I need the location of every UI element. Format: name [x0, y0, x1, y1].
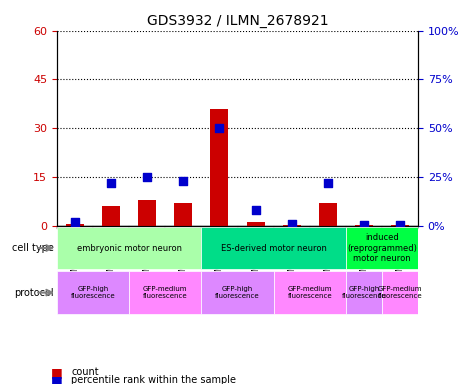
Point	[252, 207, 259, 213]
FancyBboxPatch shape	[201, 227, 346, 270]
Text: ■: ■	[51, 366, 63, 379]
Bar	[283, 225, 301, 226]
Text: protocol: protocol	[14, 288, 53, 298]
Bar	[319, 203, 337, 226]
FancyBboxPatch shape	[165, 226, 201, 229]
FancyBboxPatch shape	[238, 226, 274, 229]
Point	[396, 222, 404, 228]
FancyBboxPatch shape	[382, 226, 418, 229]
Bar	[210, 109, 228, 226]
FancyBboxPatch shape	[201, 226, 238, 229]
Point	[288, 221, 295, 227]
FancyBboxPatch shape	[57, 227, 201, 270]
Bar	[355, 225, 373, 226]
Bar	[66, 224, 84, 226]
Bar	[247, 222, 265, 226]
Point	[180, 178, 187, 184]
Point	[216, 125, 223, 131]
FancyBboxPatch shape	[57, 226, 93, 229]
FancyBboxPatch shape	[201, 271, 274, 314]
FancyBboxPatch shape	[310, 226, 346, 229]
Text: percentile rank within the sample: percentile rank within the sample	[71, 375, 236, 384]
Text: GFP-medium
fluorescence: GFP-medium fluorescence	[143, 286, 188, 299]
Point	[71, 219, 79, 225]
Title: GDS3932 / ILMN_2678921: GDS3932 / ILMN_2678921	[147, 14, 328, 28]
Text: GFP-medium
fluorescence: GFP-medium fluorescence	[378, 286, 422, 299]
FancyBboxPatch shape	[129, 226, 165, 229]
Text: GFP-medium
fluorescence: GFP-medium fluorescence	[287, 286, 332, 299]
Text: ES-derived motor neuron: ES-derived motor neuron	[221, 243, 326, 253]
FancyBboxPatch shape	[129, 271, 201, 314]
Text: GFP-high
fluorescence: GFP-high fluorescence	[342, 286, 386, 299]
Bar	[391, 225, 409, 226]
Point	[143, 174, 151, 180]
Text: induced
(reprogrammed)
motor neuron: induced (reprogrammed) motor neuron	[347, 233, 417, 263]
FancyBboxPatch shape	[274, 271, 346, 314]
FancyBboxPatch shape	[346, 226, 382, 229]
Point	[324, 180, 332, 186]
Bar	[174, 203, 192, 226]
FancyBboxPatch shape	[57, 271, 129, 314]
Text: embryonic motor neuron: embryonic motor neuron	[76, 243, 182, 253]
FancyBboxPatch shape	[274, 226, 310, 229]
Bar	[138, 200, 156, 226]
FancyBboxPatch shape	[346, 271, 382, 314]
FancyBboxPatch shape	[93, 226, 129, 229]
Text: ■: ■	[51, 374, 63, 384]
Point	[360, 222, 368, 228]
Text: GFP-high
fluorescence: GFP-high fluorescence	[215, 286, 260, 299]
Text: count: count	[71, 367, 99, 377]
Point	[107, 180, 115, 186]
Text: GFP-high
fluorescence: GFP-high fluorescence	[71, 286, 115, 299]
Bar	[102, 206, 120, 226]
FancyBboxPatch shape	[346, 227, 418, 270]
FancyBboxPatch shape	[382, 271, 418, 314]
Text: cell type: cell type	[11, 243, 53, 253]
